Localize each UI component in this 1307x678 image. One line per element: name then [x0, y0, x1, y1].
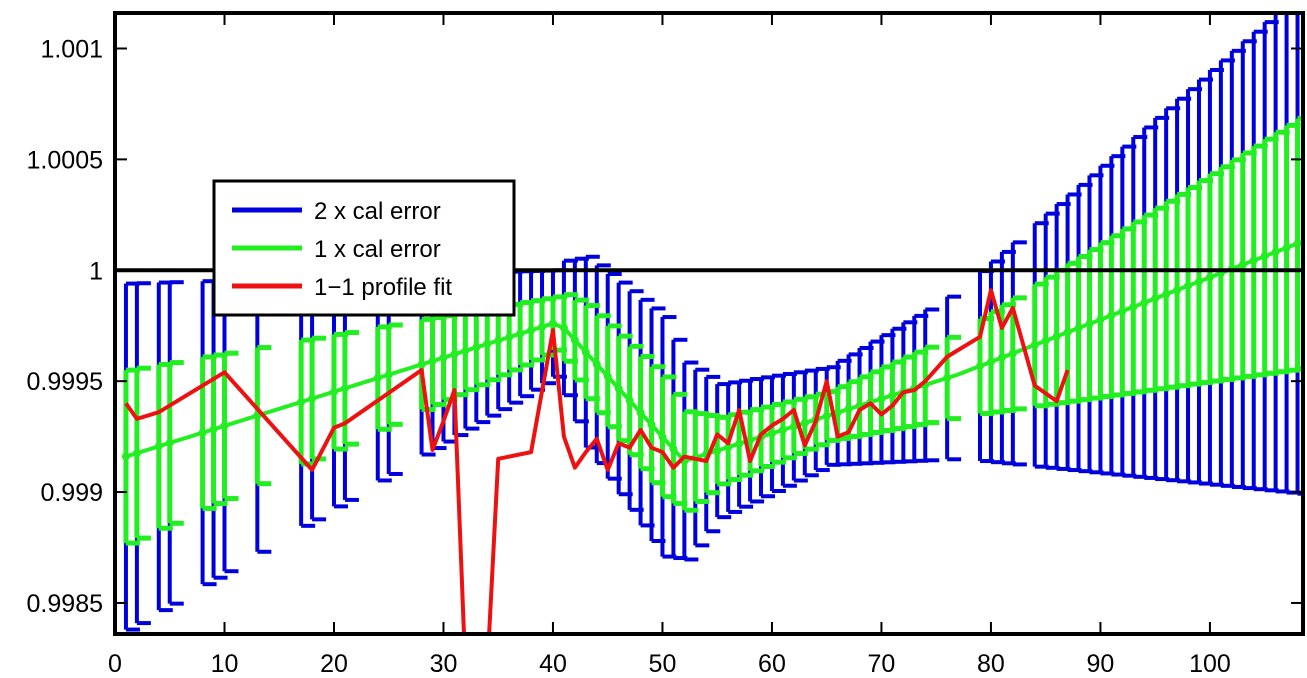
x-tick-label: 90	[1087, 650, 1115, 678]
y-tick-label: 0.999	[40, 479, 103, 507]
x-tick-label: 80	[977, 650, 1005, 678]
x-tick-label: 100	[1189, 650, 1231, 678]
x-tick-label: 30	[430, 650, 458, 678]
center-line-group	[125, 239, 1303, 464]
axes-frame	[113, 11, 1305, 636]
x-tick-label: 10	[211, 650, 239, 678]
center-line	[125, 239, 1303, 464]
y-tick-label: 1.0005	[27, 146, 103, 174]
x-axis: 0 10 20 30 40 50 60 70 80 90 100	[108, 13, 1231, 678]
y-axis: 0.9985 0.999 0.9995 1 1.0005 1.001	[27, 35, 1303, 618]
x-tick-label: 50	[649, 650, 677, 678]
x-tick-label: 20	[320, 650, 348, 678]
profile-fit-line	[124, 288, 1070, 634]
plot-area	[115, 13, 1303, 634]
x-tick-label: 70	[868, 650, 896, 678]
legend-label-blue: 2 x cal error	[314, 198, 441, 225]
legend-label-red: 1−1 profile fit	[314, 274, 452, 301]
y-tick-label: 0.9995	[27, 368, 103, 396]
y-tick-label: 1.001	[40, 35, 103, 63]
profile-fit-series	[124, 288, 1070, 634]
x-tick-label: 0	[108, 650, 122, 678]
x-tick-label: 40	[539, 650, 567, 678]
y-tick-label: 1	[89, 257, 103, 285]
legend: 2 x cal error 1 x cal error 1−1 profile …	[212, 179, 516, 317]
x-tick-label: 60	[758, 650, 786, 678]
y-tick-label: 0.9985	[27, 590, 103, 618]
legend-label-green: 1 x cal error	[314, 236, 441, 263]
